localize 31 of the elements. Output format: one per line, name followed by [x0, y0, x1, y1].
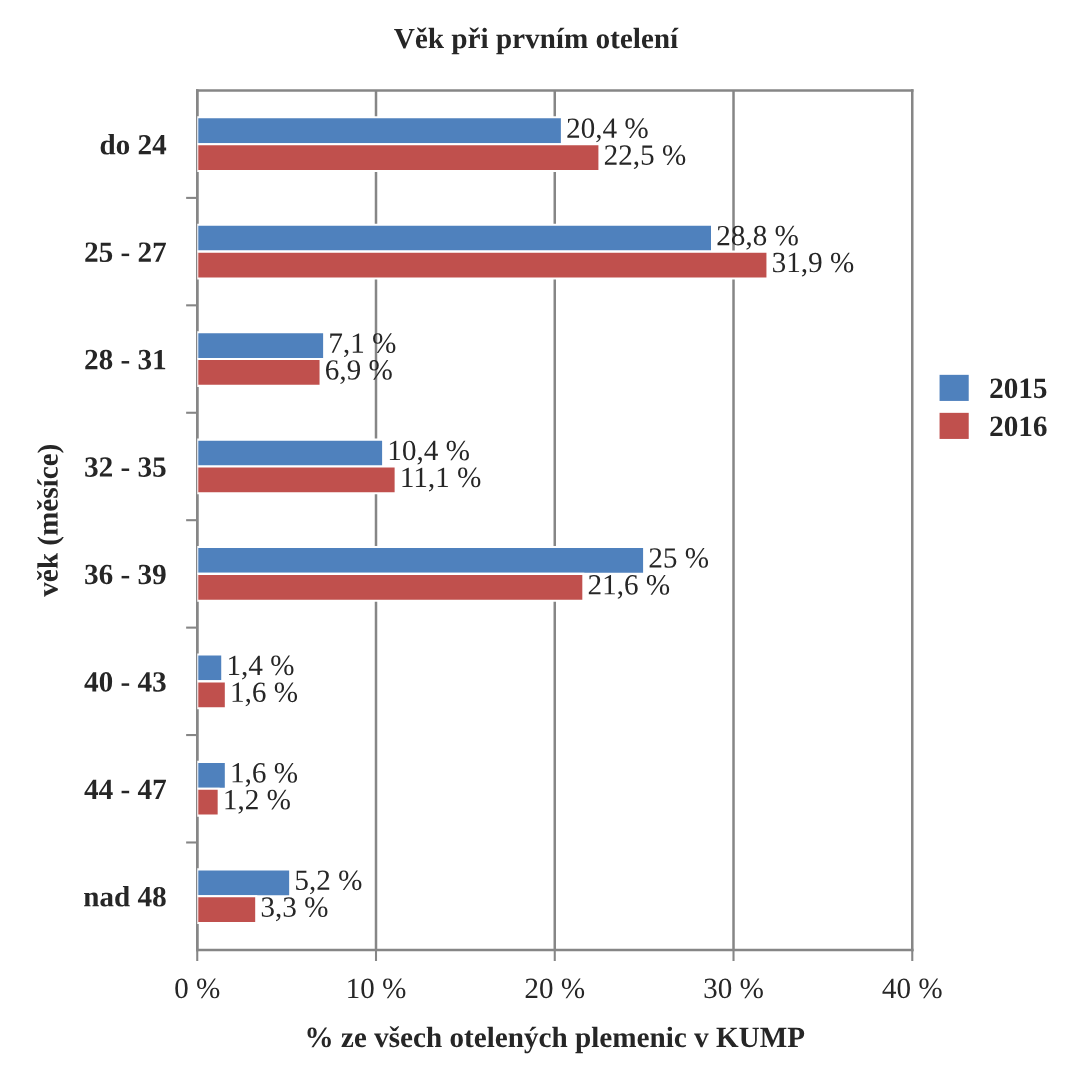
y-tick-label: nad 48 — [84, 886, 166, 907]
legend-label: 2016 — [990, 416, 1047, 437]
y-tick-label: 44 - 47 — [84, 779, 166, 799]
x-tick-label: 30 % — [704, 978, 763, 999]
data-label: 1,6 % — [232, 682, 298, 707]
x-tick-label: 0 % — [175, 978, 220, 999]
y-tick-label: 28 - 31 — [85, 349, 166, 370]
data-label: 1,4 % — [229, 655, 294, 680]
data-label: 10,4 % — [389, 440, 469, 465]
x-tick-label: 40 % — [882, 978, 942, 999]
data-label: 1,6 % — [232, 762, 298, 787]
x-tick-label: 20 % — [525, 978, 585, 999]
data-label: 22,5 % — [604, 145, 686, 170]
data-label: 21,6 % — [588, 574, 670, 599]
y-tick-label: 25 - 27 — [85, 242, 166, 263]
data-label: 1,2 % — [225, 789, 290, 814]
data-label: 5,2 % — [296, 870, 362, 895]
y-axis-title: věk (měsíce) — [36, 444, 64, 597]
data-label: 25 % — [649, 548, 709, 568]
y-tick-label: 36 - 39 — [85, 564, 166, 585]
y-tick-label: do 24 — [100, 134, 167, 155]
data-label: 31,9 % — [773, 252, 854, 277]
data-label: 3,3 % — [261, 897, 328, 922]
data-label: 11,1 % — [402, 467, 481, 492]
chart-title: Věk při prvním otelení — [394, 27, 679, 55]
y-tick-label: 32 - 35 — [85, 457, 166, 477]
legend-label: 2015 — [990, 378, 1047, 399]
x-axis-title: % ze všech otelených plemenic v KUMP — [307, 1026, 805, 1054]
data-label: 20,4 % — [567, 118, 648, 143]
y-tick-label: 40 - 43 — [84, 672, 166, 692]
x-tick-label: 10 % — [348, 978, 406, 999]
